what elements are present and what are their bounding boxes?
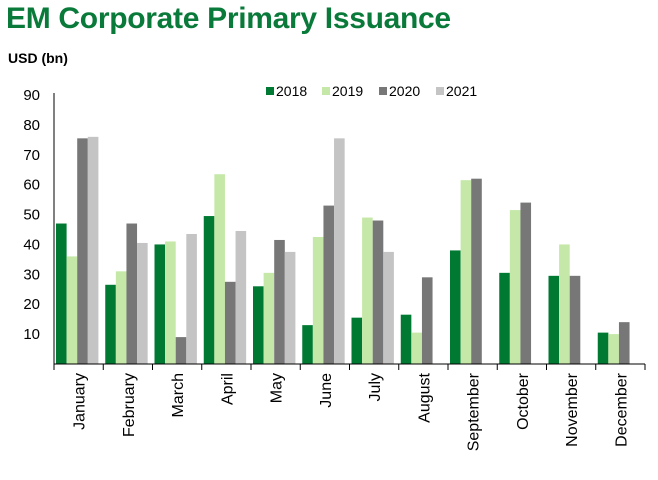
bar-2018-august	[400, 314, 412, 364]
bar-2021-february	[137, 242, 148, 364]
bar-2018-february	[105, 284, 116, 364]
bar-2018-may	[253, 286, 264, 364]
bar-2020-october	[520, 202, 532, 364]
bar-2019-december	[608, 334, 619, 364]
bar-2019-february	[115, 271, 127, 364]
x-category-label-september: September	[466, 372, 483, 451]
bar-2020-february	[126, 223, 138, 364]
bar-2018-april	[203, 216, 215, 364]
bar-2020-june	[323, 205, 335, 364]
y-tick-label: 40	[23, 236, 40, 253]
bar-2018-january	[56, 223, 67, 364]
legend-swatch-2019	[322, 87, 330, 95]
bar-2021-january	[87, 136, 99, 364]
x-category-label-november: November	[564, 372, 581, 446]
bar-2018-march	[154, 244, 166, 364]
bar-2020-march	[175, 337, 187, 364]
y-tick-label: 60	[23, 177, 40, 194]
bar-2021-march	[186, 233, 197, 364]
bar-2018-july	[351, 317, 363, 364]
legend-label-2019: 2019	[332, 83, 363, 99]
bar-2020-april	[224, 281, 236, 364]
x-category-label-may: May	[269, 373, 286, 403]
legend-label-2021: 2021	[446, 83, 477, 99]
bar-2019-october	[509, 210, 521, 364]
y-axis-unit-label: USD (bn)	[8, 50, 68, 66]
legend-swatch-2018	[266, 87, 274, 95]
x-category-label-august: August	[416, 372, 433, 422]
bar-2018-december	[597, 332, 609, 364]
bar-2021-april	[235, 230, 247, 364]
axes	[53, 93, 646, 370]
legend-label-2018: 2018	[276, 83, 307, 99]
x-category-label-october: October	[515, 372, 532, 430]
bar-2019-august	[411, 332, 422, 364]
bar-2019-may	[263, 272, 275, 364]
bar-2020-september	[471, 178, 482, 364]
x-category-label-june: June	[318, 373, 335, 408]
bar-2018-november	[548, 275, 560, 364]
legend: 2018 2019 2020 2021	[266, 83, 477, 99]
bar-2020-november	[569, 275, 581, 364]
x-category-label-january: January	[72, 373, 89, 430]
bar-2019-march	[165, 241, 176, 364]
bar-2019-september	[460, 180, 472, 364]
y-tick-label: 80	[23, 117, 40, 134]
bar-2020-may	[274, 239, 285, 364]
legend-swatch-2020	[379, 87, 387, 95]
y-tick-label: 30	[23, 266, 40, 283]
bar-2020-august	[421, 277, 433, 364]
bar-2020-july	[372, 220, 384, 364]
y-tick-label: 10	[23, 326, 40, 343]
bar-2019-january	[66, 256, 78, 364]
bars	[56, 136, 630, 364]
chart-title: EM Corporate Primary Issuance	[6, 2, 451, 35]
bar-2018-june	[302, 325, 313, 364]
bar-2020-january	[77, 138, 88, 364]
bar-2019-november	[559, 244, 570, 364]
x-category-label-march: March	[170, 373, 187, 417]
bar-2021-june	[334, 138, 345, 364]
x-axis-labels: January February March April May June July Augu…	[72, 372, 631, 451]
x-category-label-february: February	[121, 373, 138, 437]
bar-2021-may	[284, 251, 296, 364]
y-tick-label: 20	[23, 296, 40, 313]
x-category-label-december: December	[613, 372, 630, 446]
bar-2020-december	[618, 322, 630, 364]
y-axis-ticks: 10 20 30 40 50 60 70 80 90	[23, 87, 40, 343]
legend-swatch-2021	[436, 87, 444, 95]
bar-2019-july	[362, 217, 373, 364]
bar-2018-september	[450, 250, 461, 364]
bar-2019-april	[214, 174, 225, 364]
bar-2019-june	[312, 236, 324, 364]
bar-2021-july	[383, 251, 394, 364]
x-category-label-april: April	[219, 373, 236, 405]
y-tick-label: 70	[23, 147, 40, 164]
bar-2018-october	[499, 272, 510, 364]
y-tick-label: 50	[23, 207, 40, 224]
y-tick-label: 90	[23, 87, 40, 104]
legend-label-2020: 2020	[389, 83, 420, 99]
x-category-label-july: July	[367, 373, 384, 401]
